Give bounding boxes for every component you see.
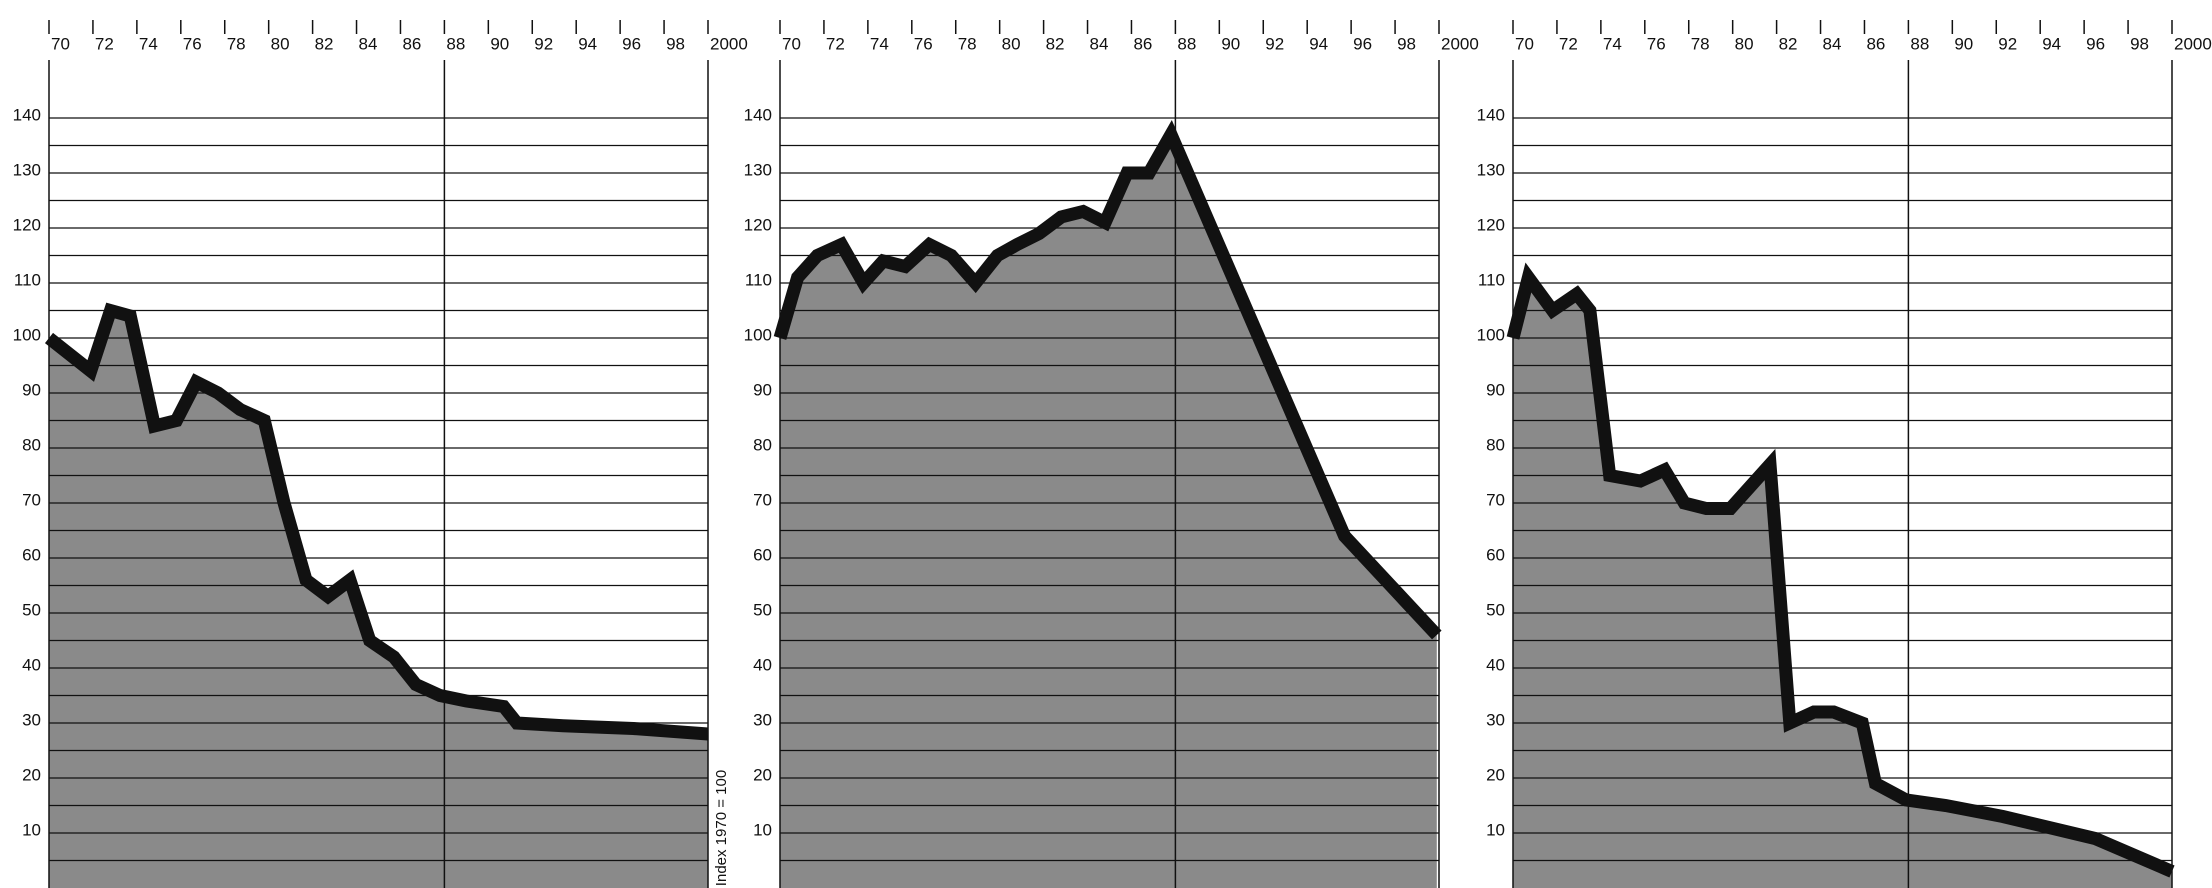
y-tick-label: 30 <box>753 710 772 729</box>
y-tick-label: 140 <box>1477 105 1505 124</box>
y-tick-label: 90 <box>1486 380 1505 399</box>
area <box>1513 277 2172 888</box>
y-tick-label: 10 <box>22 820 41 839</box>
y-tick-label: 140 <box>744 105 772 124</box>
y-tick-label: 90 <box>753 380 772 399</box>
y-tick-label: 110 <box>745 270 772 289</box>
x-tick-label: 78 <box>227 34 246 53</box>
y-tick-label: 80 <box>1486 435 1505 454</box>
x-tick-label: 72 <box>826 34 845 53</box>
y-tick-label: 110 <box>14 270 41 289</box>
y-tick-label: 40 <box>1486 655 1505 674</box>
x-tick-label: 96 <box>1353 34 1372 53</box>
y-tick-label: 120 <box>1477 215 1505 234</box>
y-tick-label: 100 <box>1477 325 1505 344</box>
x-tick-label: 78 <box>958 34 977 53</box>
y-tick-label: 50 <box>753 600 772 619</box>
x-tick-label: 86 <box>1866 34 1885 53</box>
x-tick-label: 2000 <box>1441 34 1479 53</box>
y-tick-label: 20 <box>1486 765 1505 784</box>
y-tick-label: 130 <box>1477 160 1505 179</box>
y-tick-label: 10 <box>1486 820 1505 839</box>
x-tick-label: 76 <box>1647 34 1666 53</box>
y-tick-label: 50 <box>22 600 41 619</box>
x-tick-label: 86 <box>1133 34 1152 53</box>
x-tick-label: 84 <box>1823 34 1842 53</box>
x-tick-label: 82 <box>315 34 334 53</box>
x-tick-label: 92 <box>1998 34 2017 53</box>
y-tick-label: 100 <box>13 325 41 344</box>
x-tick-label: 76 <box>183 34 202 53</box>
y-tick-label: 70 <box>753 490 772 509</box>
x-tick-label: 92 <box>1265 34 1284 53</box>
x-tick-label: 74 <box>139 34 158 53</box>
x-tick-label: 80 <box>1735 34 1754 53</box>
x-tick-label: 98 <box>2130 34 2149 53</box>
x-tick-label: 90 <box>490 34 509 53</box>
y-tick-label: 70 <box>1486 490 1505 509</box>
x-tick-label: 82 <box>1779 34 1798 53</box>
x-tick-label: 90 <box>1221 34 1240 53</box>
y-tick-label: 80 <box>22 435 41 454</box>
line <box>773 119 1442 640</box>
y-tick-label: 30 <box>1486 710 1505 729</box>
y-axis-label: Index 1970 = 100 <box>713 770 730 886</box>
y-tick-label: 120 <box>13 215 41 234</box>
y-tick-label: 40 <box>753 655 772 674</box>
x-tick-label: 70 <box>1515 34 1534 53</box>
y-tick-label: 50 <box>1486 600 1505 619</box>
y-tick-label: 30 <box>22 710 41 729</box>
x-tick-label: 76 <box>914 34 933 53</box>
x-tick-label: 2000 <box>2174 34 2212 53</box>
area <box>49 310 708 888</box>
y-tick-label: 130 <box>744 160 772 179</box>
y-tick-label: 110 <box>1478 270 1505 289</box>
x-tick-label: 98 <box>1397 34 1416 53</box>
x-tick-label: 88 <box>446 34 465 53</box>
x-tick-label: 74 <box>1603 34 1622 53</box>
y-tick-label: 60 <box>22 545 41 564</box>
line <box>1506 262 2175 878</box>
area <box>780 134 1437 888</box>
x-tick-label: 84 <box>1090 34 1109 53</box>
x-tick-label: 72 <box>95 34 114 53</box>
x-tick-label: 94 <box>578 34 597 53</box>
y-tick-label: 90 <box>22 380 41 399</box>
x-tick-label: 96 <box>622 34 641 53</box>
x-tick-label: 88 <box>1177 34 1196 53</box>
x-tick-label: 70 <box>51 34 70 53</box>
x-tick-label: 2000 <box>710 34 748 53</box>
y-tick-label: 60 <box>1486 545 1505 564</box>
y-tick-label: 20 <box>22 765 41 784</box>
x-tick-label: 70 <box>782 34 801 53</box>
x-tick-label: 94 <box>1309 34 1328 53</box>
x-tick-label: 96 <box>2086 34 2105 53</box>
x-tick-label: 86 <box>402 34 421 53</box>
x-tick-label: 92 <box>534 34 553 53</box>
x-tick-label: 98 <box>666 34 685 53</box>
x-tick-label: 72 <box>1559 34 1578 53</box>
y-tick-label: 80 <box>753 435 772 454</box>
x-tick-label: 78 <box>1691 34 1710 53</box>
x-tick-label: 74 <box>870 34 889 53</box>
y-tick-label: 10 <box>753 820 772 839</box>
y-tick-label: 60 <box>753 545 772 564</box>
y-tick-label: 130 <box>13 160 41 179</box>
x-tick-label: 94 <box>2042 34 2061 53</box>
y-tick-label: 120 <box>744 215 772 234</box>
x-tick-label: 84 <box>359 34 378 53</box>
y-tick-label: 140 <box>13 105 41 124</box>
y-tick-label: 100 <box>744 325 772 344</box>
x-tick-label: 80 <box>271 34 290 53</box>
line <box>44 302 709 741</box>
y-tick-label: 70 <box>22 490 41 509</box>
y-tick-label: 20 <box>753 765 772 784</box>
x-tick-label: 88 <box>1910 34 1929 53</box>
x-tick-label: 82 <box>1046 34 1065 53</box>
x-tick-label: 90 <box>1954 34 1973 53</box>
y-tick-label: 40 <box>22 655 41 674</box>
x-tick-label: 80 <box>1002 34 1021 53</box>
